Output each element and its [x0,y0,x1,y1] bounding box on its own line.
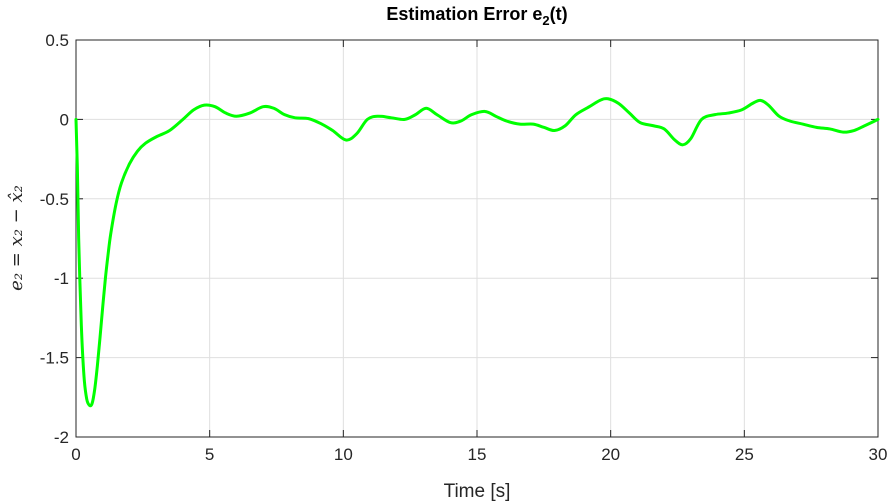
series-line [74,97,880,408]
y-tick-label: -2 [54,428,69,447]
y-tick-label: -1 [54,269,69,288]
y-tick-label: -0.5 [40,190,69,209]
title-text: Estimation Error e [386,4,542,24]
chart-title: Estimation Error e2(t) [386,4,567,28]
x-tick-label: 15 [468,445,487,464]
series-group [74,97,880,408]
x-tick-labels: 0 5 10 15 20 25 30 [71,445,887,464]
x-tick-label: 30 [869,445,888,464]
title-suffix: (t) [550,4,568,24]
y-tick-label: 0.5 [45,31,69,50]
x-tick-label: 5 [205,445,214,464]
x-axis-label: Time [s] [444,481,511,502]
y-tick-label: -1.5 [40,349,69,368]
x-tick-label: 10 [334,445,353,464]
x-tick-label: 0 [71,445,80,464]
x-tick-label: 25 [735,445,754,464]
y-tick-labels: 0.5 0 -0.5 -1 -1.5 -2 [40,31,69,447]
x-tick-label: 20 [601,445,620,464]
title-subscript: 2 [542,13,549,28]
y-axis-label: e₂ = x₂ − x̂₂ [6,185,27,291]
y-tick-label: 0 [60,110,69,129]
